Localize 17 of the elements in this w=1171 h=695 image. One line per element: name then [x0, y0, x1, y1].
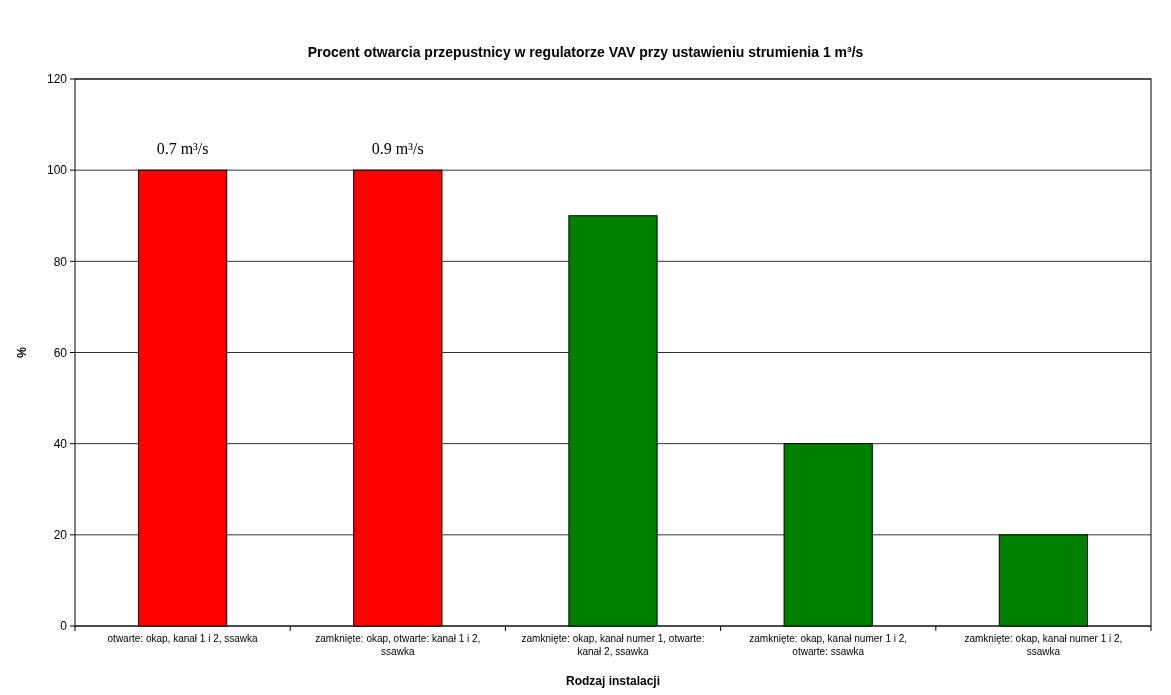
chart-title: Procent otwarcia przepustnicy w regulatorze VAV przy ustawieniu strumienia 1 m³/s — [307, 44, 864, 60]
x-axis-title: Rodzaj instalacji — [565, 674, 661, 688]
y-tick-label: 80 — [53, 254, 68, 269]
x-tick-label: zamknięte: okap, kanał numer 1 i 2, otwarte: ssawka — [749, 633, 908, 657]
y-tick-label: 120 — [46, 72, 68, 87]
y-tick-label: 0 — [60, 619, 68, 634]
y-tick-label: 60 — [53, 345, 68, 360]
y-axis-title: % — [15, 346, 29, 358]
x-tick-label: zamknięte: okap, kanał numer 1 i 2, ssawka — [964, 633, 1123, 657]
annotation: 0.7 m³/s — [156, 140, 209, 158]
y-tick-label: 40 — [53, 436, 68, 451]
y-tick-label: 20 — [53, 528, 68, 543]
y-tick-label: 100 — [46, 163, 68, 178]
x-tick-label: zamknięte: okap, kanał numer 1, otwarte: kanał 2, ssawka — [521, 633, 705, 657]
x-tick-label: zamknięte: okap, otwarte: kanał 1 i 2, ssawka — [315, 633, 481, 657]
x-tick-label: otwarte: okap, kanał 1 i 2, ssawka — [107, 633, 259, 644]
annotation: 0.9 m³/s — [371, 140, 424, 158]
